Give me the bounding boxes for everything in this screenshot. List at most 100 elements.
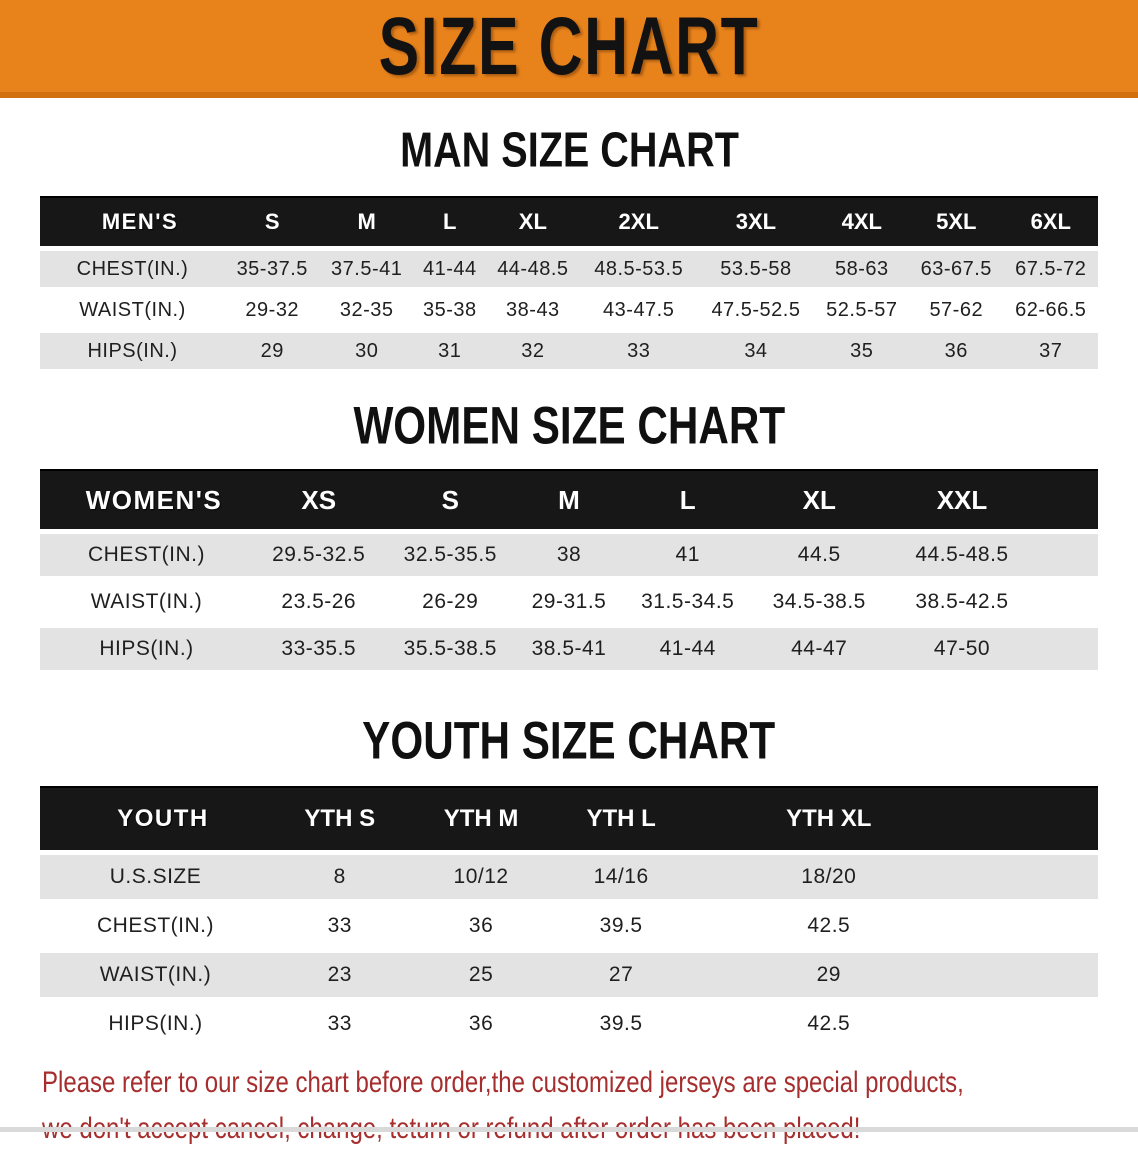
table-row: CHEST(IN.) 35-37.5 37.5-41 41-44 44-48.5 48.5…	[40, 246, 1098, 290]
size-value: 35	[814, 328, 910, 369]
size-value: 32-35	[319, 287, 414, 331]
size-value: 36	[408, 997, 554, 1046]
youth-section-heading-text: YOUTH SIZE CHART	[362, 712, 776, 771]
size-chart-banner: SIZE CHART	[0, 0, 1138, 98]
women-section-heading: WOMEN SIZE CHART	[0, 397, 1138, 456]
size-value: 44.5-48.5	[885, 529, 1098, 579]
size-value: 38	[516, 529, 622, 579]
measurement-label: HIPS(IN.)	[40, 623, 253, 670]
table-header-row: MEN'S S M L XL 2XL 3XL 4XL 5XL 6XL	[40, 196, 1098, 250]
size-value: 42.5	[688, 899, 1098, 951]
table-row: CHEST(IN.) 29.5-32.5 32.5-35.5 38 41 44.5 44.5…	[40, 529, 1098, 579]
size-value: 23	[271, 948, 409, 1000]
man-section-heading: MAN SIZE CHART	[0, 121, 1138, 178]
size-column-header: YTH S	[271, 786, 409, 854]
disclaimer-line-1: Please refer to our size chart before or…	[42, 1066, 964, 1099]
size-column-header: XL	[753, 469, 885, 533]
size-value: 63-67.5	[909, 246, 1004, 290]
size-column-header: L	[621, 469, 754, 533]
size-value: 25	[408, 948, 554, 1000]
table-row: HIPS(IN.) 33 36 39.5 42.5	[40, 997, 1098, 1046]
man-section-heading-text: MAN SIZE CHART	[399, 121, 739, 178]
size-value: 23.5-26	[253, 576, 385, 626]
size-value: 44.5	[753, 529, 885, 579]
size-value: 35-37.5	[225, 246, 320, 290]
size-column-header: YTH L	[553, 786, 689, 854]
size-value: 27	[553, 948, 689, 1000]
size-value: 48.5-53.5	[580, 246, 698, 290]
size-column-header: XS	[253, 469, 385, 533]
size-value: 52.5-57	[814, 287, 910, 331]
size-value: 31.5-34.5	[621, 576, 754, 626]
size-value: 32.5-35.5	[384, 529, 517, 579]
table-row: WAIST(IN.) 29-32 32-35 35-38 38-43 43-47.5 47.…	[40, 287, 1098, 331]
size-column-header: L	[413, 196, 486, 250]
size-value: 35-38	[413, 287, 486, 331]
women-size-table: WOMEN'S XS S M L XL XXL CHEST(IN.) 29.5-32.5 32.5…	[40, 469, 1098, 670]
table-corner-label: YOUTH	[40, 786, 271, 854]
size-value: 33-35.5	[253, 623, 385, 670]
banner-title: SIZE CHART	[378, 0, 760, 92]
size-column-header: YTH XL	[688, 786, 1098, 854]
bottom-divider	[0, 1127, 1138, 1132]
size-column-header: S	[225, 196, 320, 250]
size-value: 29-31.5	[516, 576, 622, 626]
order-disclaimer: Please refer to our size chart before or…	[0, 1060, 1138, 1152]
measurement-label: U.S.SIZE	[40, 850, 271, 902]
size-value: 38-43	[485, 287, 581, 331]
size-value: 14/16	[553, 850, 689, 902]
table-row: U.S.SIZE 8 10/12 14/16 18/20	[40, 850, 1098, 902]
size-value: 37	[1003, 328, 1098, 369]
size-column-header: M	[516, 469, 622, 533]
size-column-header: XL	[485, 196, 581, 250]
size-column-header: 2XL	[580, 196, 698, 250]
youth-size-table: YOUTH YTH S YTH M YTH L YTH XL U.S.SIZE 8 10/12…	[40, 786, 1098, 1046]
size-value: 29.5-32.5	[253, 529, 385, 579]
size-value: 41-44	[621, 623, 754, 670]
size-value: 8	[271, 850, 409, 902]
size-value: 58-63	[814, 246, 910, 290]
size-value: 36	[909, 328, 1004, 369]
men-size-table: MEN'S S M L XL 2XL 3XL 4XL 5XL 6XL CHEST(IN.) 35-37…	[40, 196, 1098, 369]
size-column-header: M	[319, 196, 414, 250]
size-value: 62-66.5	[1003, 287, 1098, 331]
measurement-label: CHEST(IN.)	[40, 529, 253, 579]
size-value: 38.5-42.5	[885, 576, 1098, 626]
size-value: 33	[271, 899, 409, 951]
size-column-header: 4XL	[814, 196, 910, 250]
measurement-label: WAIST(IN.)	[40, 576, 253, 626]
size-value: 44-48.5	[485, 246, 581, 290]
size-value: 39.5	[553, 997, 689, 1046]
table-row: CHEST(IN.) 33 36 39.5 42.5	[40, 899, 1098, 951]
measurement-label: WAIST(IN.)	[40, 287, 225, 331]
size-value: 38.5-41	[516, 623, 622, 670]
size-value: 37.5-41	[319, 246, 414, 290]
size-value: 29	[688, 948, 1098, 1000]
size-value: 39.5	[553, 899, 689, 951]
table-row: WAIST(IN.) 23.5-26 26-29 29-31.5 31.5-34.5 34…	[40, 576, 1098, 626]
size-column-header: YTH M	[408, 786, 554, 854]
size-value: 35.5-38.5	[384, 623, 517, 670]
size-value: 41	[621, 529, 754, 579]
size-value: 34.5-38.5	[753, 576, 885, 626]
size-value: 33	[271, 997, 409, 1046]
table-header-row: WOMEN'S XS S M L XL XXL	[40, 469, 1098, 533]
measurement-label: CHEST(IN.)	[40, 899, 271, 951]
size-value: 57-62	[909, 287, 1004, 331]
size-value: 32	[485, 328, 581, 369]
size-column-header: XXL	[885, 469, 1098, 533]
size-value: 47.5-52.5	[697, 287, 815, 331]
measurement-label: WAIST(IN.)	[40, 948, 271, 1000]
measurement-label: HIPS(IN.)	[40, 328, 225, 369]
size-value: 26-29	[384, 576, 517, 626]
table-row: HIPS(IN.) 29 30 31 32 33 34 35 36 37	[40, 328, 1098, 369]
size-value: 34	[697, 328, 815, 369]
table-row: HIPS(IN.) 33-35.5 35.5-38.5 38.5-41 41-44 44-…	[40, 623, 1098, 670]
size-value: 43-47.5	[580, 287, 698, 331]
table-corner-label: MEN'S	[40, 196, 225, 250]
size-column-header: S	[384, 469, 517, 533]
youth-section-heading: YOUTH SIZE CHART	[0, 712, 1138, 771]
women-section-heading-text: WOMEN SIZE CHART	[353, 397, 785, 456]
size-value: 67.5-72	[1003, 246, 1098, 290]
table-corner-label: WOMEN'S	[40, 469, 253, 533]
